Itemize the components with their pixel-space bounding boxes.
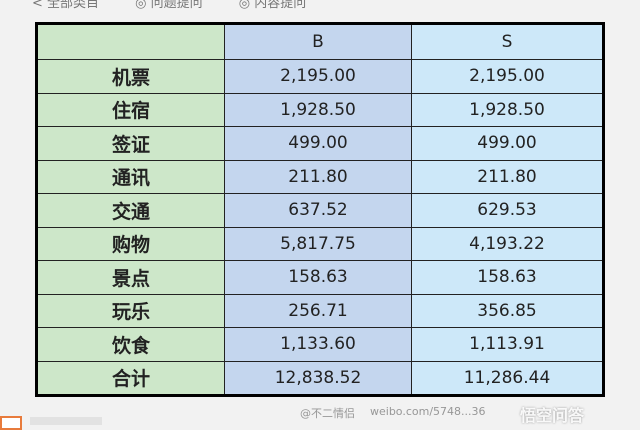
table-row: 饮食 1,133.60 1,113.91 [36,327,604,362]
value-cell: 2,195.00 [224,59,412,94]
value-cell: 1,133.60 [224,327,412,362]
expense-table: B S 机票 2,195.00 2,195.00 住宿 1,928.50 1,928.50 签证… [35,22,605,397]
tab-all-categories[interactable]: < 全部类目 [32,0,100,11]
value-cell: 629.53 [411,193,604,228]
value-cell: 158.63 [224,260,412,295]
value-cell: 11,286.44 [411,360,604,396]
value-cell: 211.80 [224,159,412,194]
header-cell: S [411,23,604,60]
value-cell: 211.80 [411,159,604,194]
value-cell: 158.63 [411,260,604,295]
value-cell: 12,838.52 [224,360,412,396]
table-row: 签证 499.00 499.00 [36,126,604,161]
watermark-brand: 悟空问答 [520,406,585,425]
category-cell: 合计 [36,360,225,396]
table-row: 景点 158.63 158.63 [36,260,604,295]
value-cell: 1,928.50 [224,92,412,127]
category-cell: 交通 [36,193,225,228]
watermark-url: weibo.com/5748...36 [370,405,486,418]
table-row: 交通 637.52 629.53 [36,193,604,228]
value-cell: 499.00 [224,126,412,161]
category-cell: 机票 [36,59,225,94]
table-row: 购物 5,817.75 4,193.22 [36,226,604,261]
table-row: 玩乐 256.71 356.85 [36,293,604,328]
category-cell: 购物 [36,226,225,261]
tab-question[interactable]: ◎ 问题提问 [135,0,203,11]
value-cell: 1,928.50 [411,92,604,127]
table-row: 合计 12,838.52 11,286.44 [36,360,604,396]
category-cell: 玩乐 [36,293,225,328]
bottom-tab[interactable] [30,417,102,425]
category-cell: 签证 [36,126,225,161]
category-cell: 通讯 [36,159,225,194]
header-cell [36,23,225,60]
top-tab-bar: < 全部类目 ◎ 问题提问 ◎ 内容提问 [0,0,640,11]
value-cell: 256.71 [224,293,412,328]
category-cell: 景点 [36,260,225,295]
value-cell: 356.85 [411,293,604,328]
table-row: 住宿 1,928.50 1,928.50 [36,92,604,127]
category-cell: 住宿 [36,92,225,127]
tab-content[interactable]: ◎ 内容提问 [238,0,307,11]
category-cell: 饮食 [36,327,225,362]
watermark-handle: @不二情侣 [300,407,355,420]
value-cell: 4,193.22 [411,226,604,261]
value-cell: 499.00 [411,126,604,161]
value-cell: 2,195.00 [411,59,604,94]
value-cell: 5,817.75 [224,226,412,261]
table-row: 机票 2,195.00 2,195.00 [36,59,604,94]
corner-button[interactable] [0,416,22,430]
table-row: 通讯 211.80 211.80 [36,159,604,194]
value-cell: 1,113.91 [411,327,604,362]
value-cell: 637.52 [224,193,412,228]
header-cell: B [224,23,412,60]
